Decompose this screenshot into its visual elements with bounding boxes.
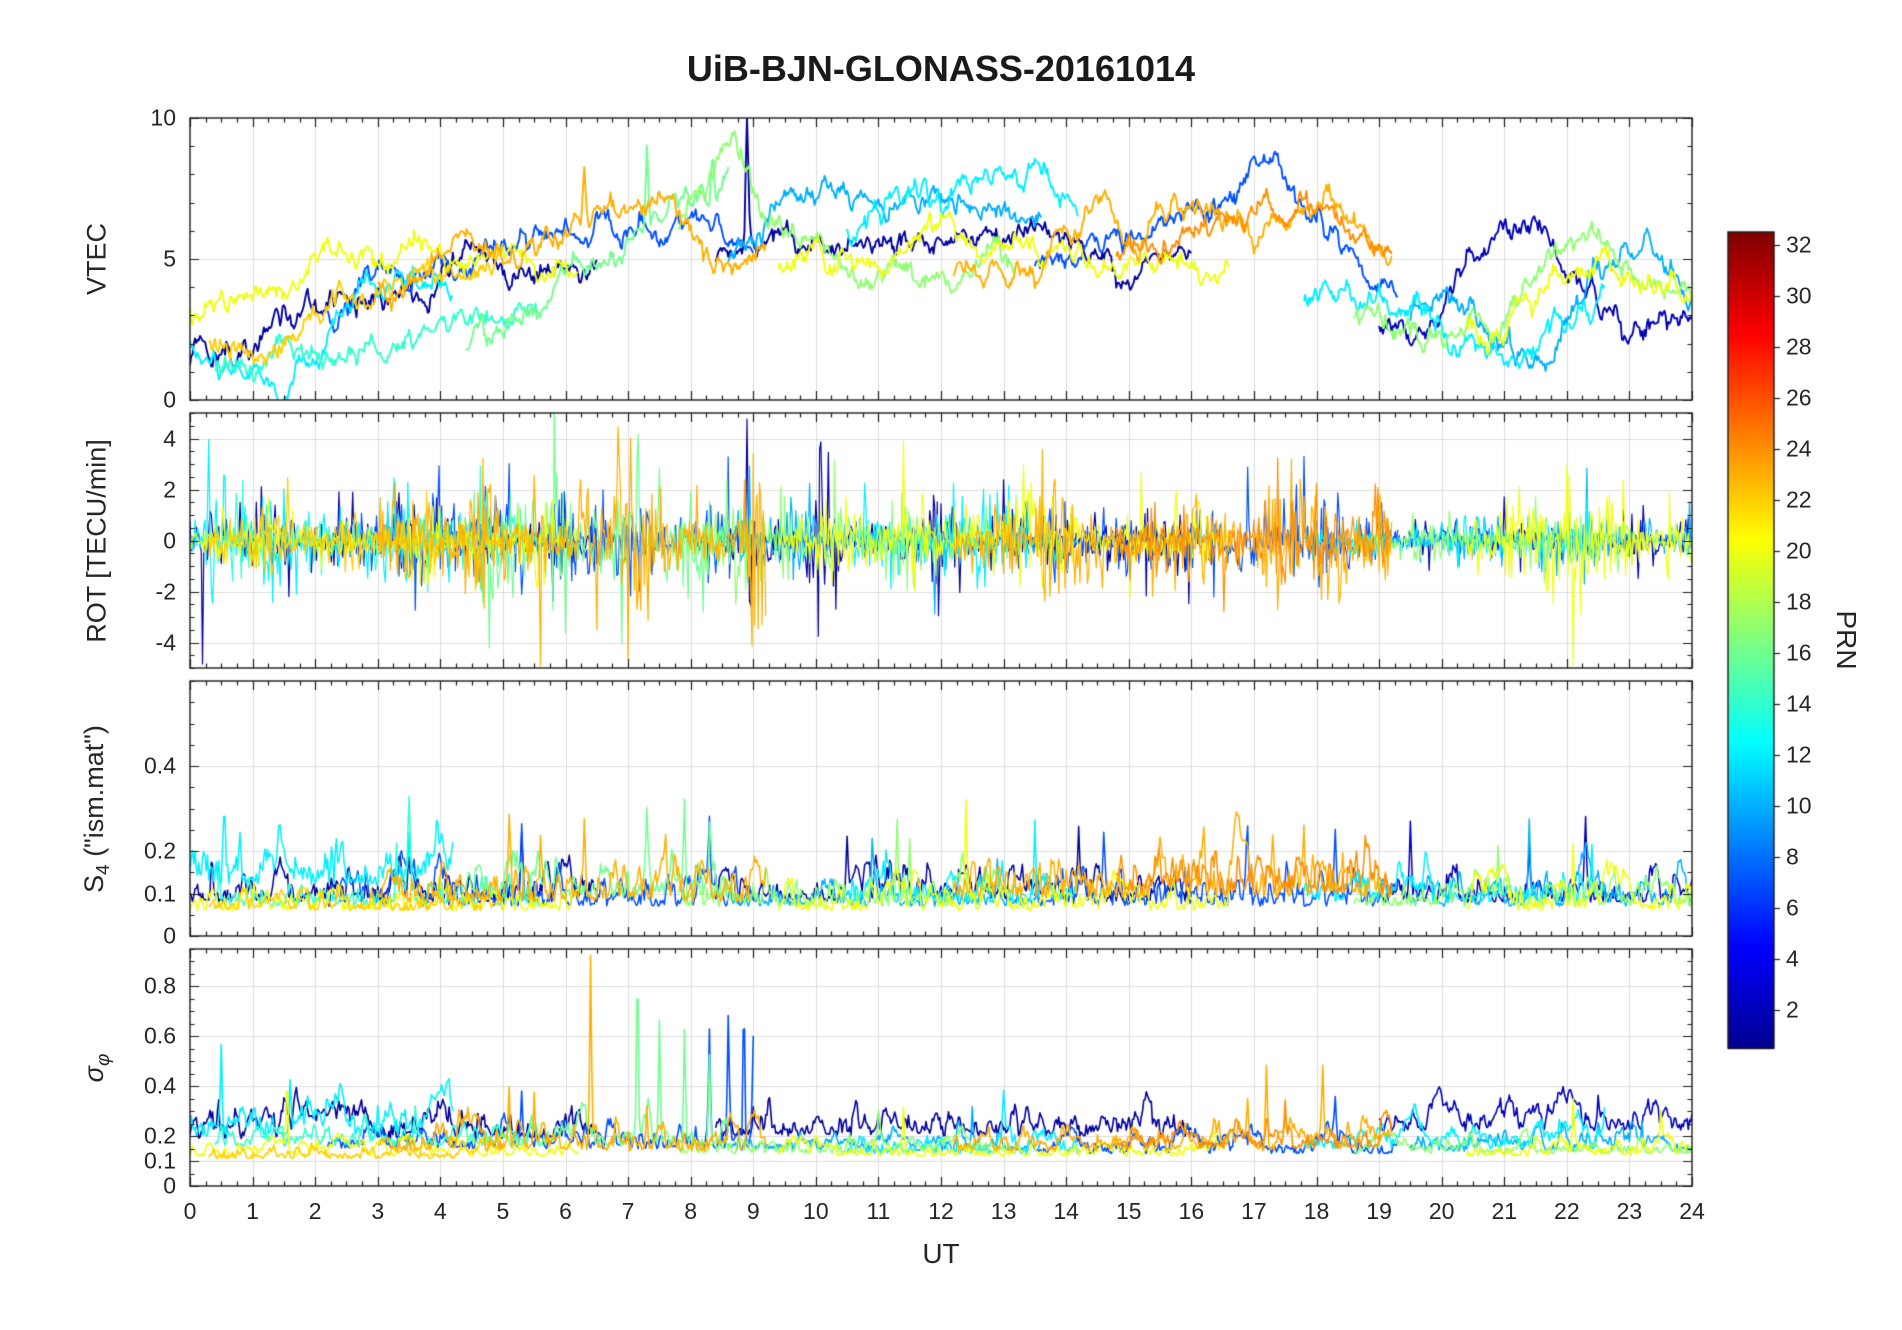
- plot-canvas: [0, 0, 1902, 1330]
- glonass-ionosphere-figure: UiB-BJN-GLONASS-20161014 UT PRN 0 5 10 VTEC…: [0, 0, 1902, 1330]
